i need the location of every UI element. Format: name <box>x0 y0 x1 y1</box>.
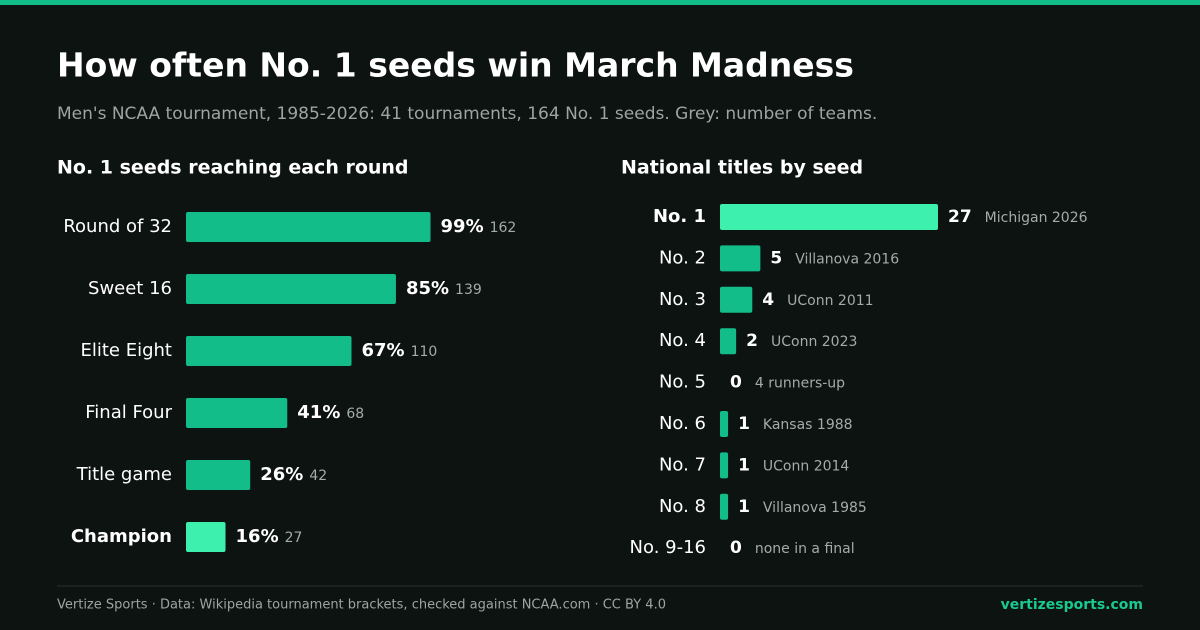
category-label: No. 9-16 <box>630 537 706 558</box>
value-label: 0 <box>730 538 742 558</box>
value-label: 99% <box>441 216 484 237</box>
bar <box>186 522 226 552</box>
note-label: UConn 2011 <box>787 293 873 309</box>
category-label: No. 8 <box>659 496 706 517</box>
category-label: Final Four <box>85 402 172 423</box>
section-title: No. 1 seeds reaching each round <box>57 157 409 179</box>
value-label: 85% <box>406 278 449 299</box>
bar <box>720 245 761 272</box>
note-label: Kansas 1988 <box>763 417 853 433</box>
category-label: No. 5 <box>659 372 706 393</box>
value-label: 27 <box>948 207 972 227</box>
note-label: Michigan 2026 <box>985 210 1088 226</box>
note-label: UConn 2014 <box>763 458 850 474</box>
category-label: No. 7 <box>659 454 706 475</box>
category-label: No. 4 <box>659 330 706 351</box>
bar <box>720 411 729 437</box>
value-label: 1 <box>738 414 750 434</box>
top-accent <box>0 0 1200 5</box>
bar <box>720 328 737 355</box>
footer-site: vertizesports.com <box>1001 597 1143 613</box>
category-label: No. 6 <box>659 413 706 434</box>
note-label: none in a final <box>755 541 855 557</box>
note-label: 27 <box>285 530 303 546</box>
value-label: 16% <box>236 526 279 547</box>
value-label: 1 <box>738 497 750 517</box>
category-label: Champion <box>71 526 172 547</box>
note-label: 42 <box>309 468 327 484</box>
note-label: 4 runners-up <box>755 376 845 392</box>
value-label: 67% <box>361 340 404 361</box>
value-label: 0 <box>730 373 742 393</box>
note-label: Villanova 2016 <box>795 251 899 267</box>
value-label: 4 <box>762 290 774 310</box>
bar <box>186 460 251 490</box>
category-label: No. 2 <box>659 247 706 268</box>
category-label: No. 1 <box>653 206 706 227</box>
category-label: Sweet 16 <box>88 278 172 299</box>
value-label: 5 <box>770 248 782 268</box>
note-label: 162 <box>490 220 517 236</box>
category-label: Elite Eight <box>81 340 173 361</box>
note-label: 139 <box>455 282 482 298</box>
bar <box>720 493 729 520</box>
note-label: 68 <box>346 406 364 422</box>
bar <box>186 212 431 242</box>
note-label: UConn 2023 <box>771 334 857 350</box>
value-label: 2 <box>746 331 758 351</box>
value-label: 1 <box>738 455 750 475</box>
note-label: 110 <box>411 344 438 360</box>
subtitle: Men's NCAA tournament, 1985-2026: 41 tou… <box>57 104 877 124</box>
value-label: 41% <box>297 402 340 423</box>
title: How often No. 1 seeds win March Madness <box>57 46 854 85</box>
category-label: Round of 32 <box>63 216 172 237</box>
bar <box>720 204 938 230</box>
category-label: Title game <box>76 464 172 485</box>
bar <box>720 286 753 313</box>
footer-source: Vertize Sports · Data: Wikipedia tournam… <box>57 598 666 613</box>
bar <box>186 274 396 304</box>
bar <box>186 336 352 366</box>
bar <box>186 398 288 428</box>
category-label: No. 3 <box>659 289 706 310</box>
bar <box>720 452 729 479</box>
value-label: 26% <box>260 464 303 485</box>
section-title: National titles by seed <box>621 157 863 179</box>
note-label: Villanova 1985 <box>763 500 867 516</box>
